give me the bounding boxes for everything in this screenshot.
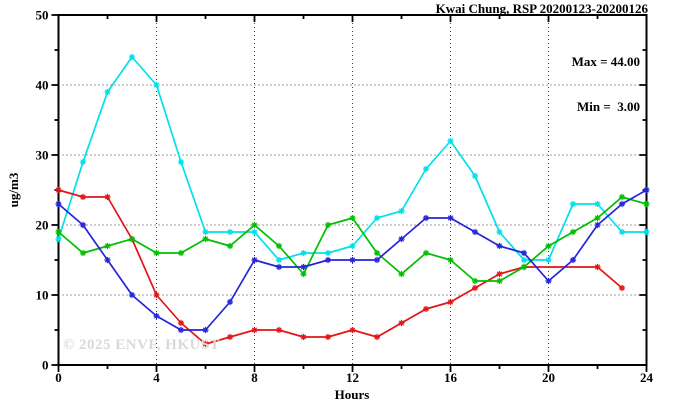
x-tick-label: 4 xyxy=(153,370,160,385)
series-green-markers xyxy=(55,193,650,285)
x-tick-label: 8 xyxy=(251,370,258,385)
x-tick-label: 20 xyxy=(542,370,555,385)
watermark: © 2025 ENVF, HKUST xyxy=(63,337,221,353)
min-label: Min = 3.00 xyxy=(576,99,640,114)
x-tick-label: 16 xyxy=(444,370,458,385)
x-tick-label: 0 xyxy=(55,370,62,385)
y-axis-label: ug/m3 xyxy=(6,172,21,208)
y-tick-label: 20 xyxy=(36,218,49,233)
y-tick-label: 40 xyxy=(36,78,49,93)
y-tick-label: 50 xyxy=(36,8,49,23)
max-label: Max = 44.00 xyxy=(571,54,640,69)
x-axis-label: Hours xyxy=(334,387,370,402)
chart-title: Kwai Chung, RSP 20200123-20200126 xyxy=(435,1,648,16)
stats-box: Max = 44.00 Min = 3.00 xyxy=(572,24,640,144)
series-cyan-markers xyxy=(55,53,650,264)
y-tick-label: 30 xyxy=(36,148,49,163)
y-tick-label: 0 xyxy=(42,358,49,373)
series-blue-markers xyxy=(55,186,650,334)
y-tick-label: 10 xyxy=(36,288,49,303)
series-red-line xyxy=(58,189,623,345)
x-tick-label: 12 xyxy=(346,370,359,385)
x-tick-label: 24 xyxy=(640,370,654,385)
